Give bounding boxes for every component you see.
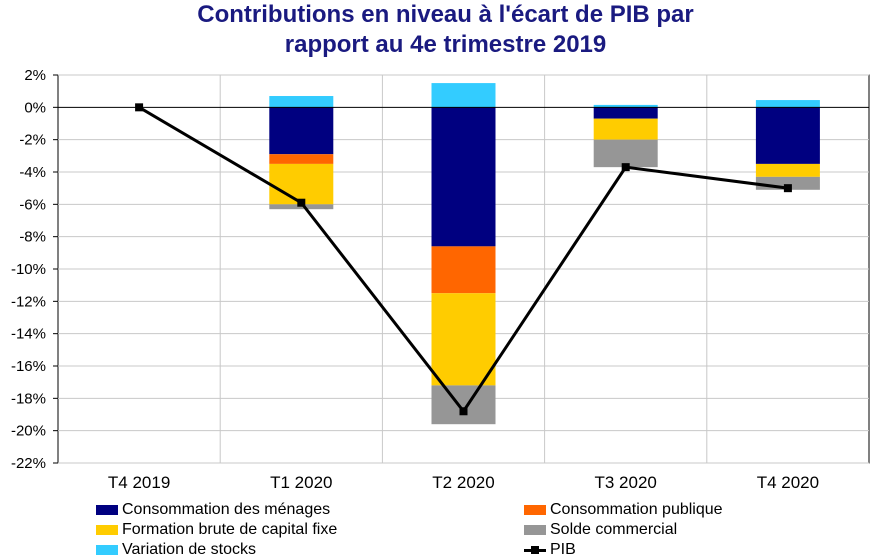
legend-label: Consommation des ménages — [122, 501, 331, 518]
legend-swatch — [96, 545, 118, 555]
bar-segment — [431, 246, 496, 294]
pib-marker — [621, 163, 630, 172]
legend-label: Formation brute de capital fixe — [122, 521, 338, 538]
y-tick-label: -10% — [11, 261, 46, 278]
legend-item-solde-commercial: Solde commercial — [524, 520, 677, 540]
bar-segment — [431, 293, 496, 386]
y-tick-label: -16% — [11, 358, 46, 375]
bar-segment — [593, 107, 658, 119]
bar-segment — [269, 107, 334, 155]
bar-segment — [593, 139, 658, 168]
bar-segment — [269, 154, 334, 164]
legend-label: PIB — [550, 541, 576, 558]
legend-item-consommation-menages: Consommation des ménages — [96, 500, 330, 520]
pib-marker — [783, 184, 792, 193]
chart-title-line-1: Contributions en niveau à l'écart de PIB… — [197, 1, 694, 28]
x-tick-label: T4 2020 — [757, 473, 819, 492]
bar-segment — [431, 385, 496, 425]
y-tick-label: -8% — [19, 229, 46, 246]
pib-marker — [297, 198, 306, 207]
x-tick-label: T4 2019 — [108, 473, 170, 492]
y-tick-label: -4% — [19, 164, 46, 181]
legend-item-fbcf: Formation brute de capital fixe — [96, 520, 337, 540]
y-tick-label: -2% — [19, 132, 46, 149]
bar-segment — [593, 118, 658, 140]
y-tick-label: -14% — [11, 326, 46, 343]
bar-segment — [269, 96, 334, 108]
bar-segment — [431, 83, 496, 108]
pib-marker — [135, 103, 144, 112]
bar-segment — [269, 163, 334, 205]
bar-segment — [269, 204, 334, 210]
y-tick-label: -12% — [11, 293, 46, 310]
y-tick-label: 0% — [24, 99, 46, 116]
y-tick-label: -20% — [11, 423, 46, 440]
legend-line-swatch — [524, 545, 546, 555]
legend-item-variation-stocks: Variation de stocks — [96, 540, 256, 560]
pib-marker — [459, 407, 468, 416]
legend-label: Consommation publique — [550, 501, 723, 518]
x-tick-label: T2 2020 — [432, 473, 494, 492]
legend-swatch — [524, 505, 546, 515]
y-tick-label: -22% — [11, 455, 46, 472]
chart-title: Contributions en niveau à l'écart de PIB… — [0, 0, 891, 60]
legend-label: Variation de stocks — [122, 541, 256, 558]
chart-title-line-2: rapport au 4e trimestre 2019 — [284, 31, 607, 58]
legend-label: Solde commercial — [550, 521, 678, 538]
bar-segment — [755, 163, 820, 177]
x-tick-label: T1 2020 — [270, 473, 332, 492]
legend-swatch — [96, 525, 118, 535]
legend-item-consommation-publique: Consommation publique — [524, 500, 723, 520]
y-tick-label: -18% — [11, 390, 46, 407]
legend-swatch — [96, 505, 118, 515]
y-tick-label: 2% — [24, 67, 46, 84]
x-tick-label: T3 2020 — [595, 473, 657, 492]
legend-item-pib: PIB — [524, 540, 576, 560]
bar-segment — [593, 104, 658, 108]
bar-segment — [431, 107, 496, 247]
bar-segment — [755, 107, 820, 164]
bar-segment — [755, 100, 820, 108]
legend-swatch — [524, 525, 546, 535]
y-tick-label: -6% — [19, 196, 46, 213]
